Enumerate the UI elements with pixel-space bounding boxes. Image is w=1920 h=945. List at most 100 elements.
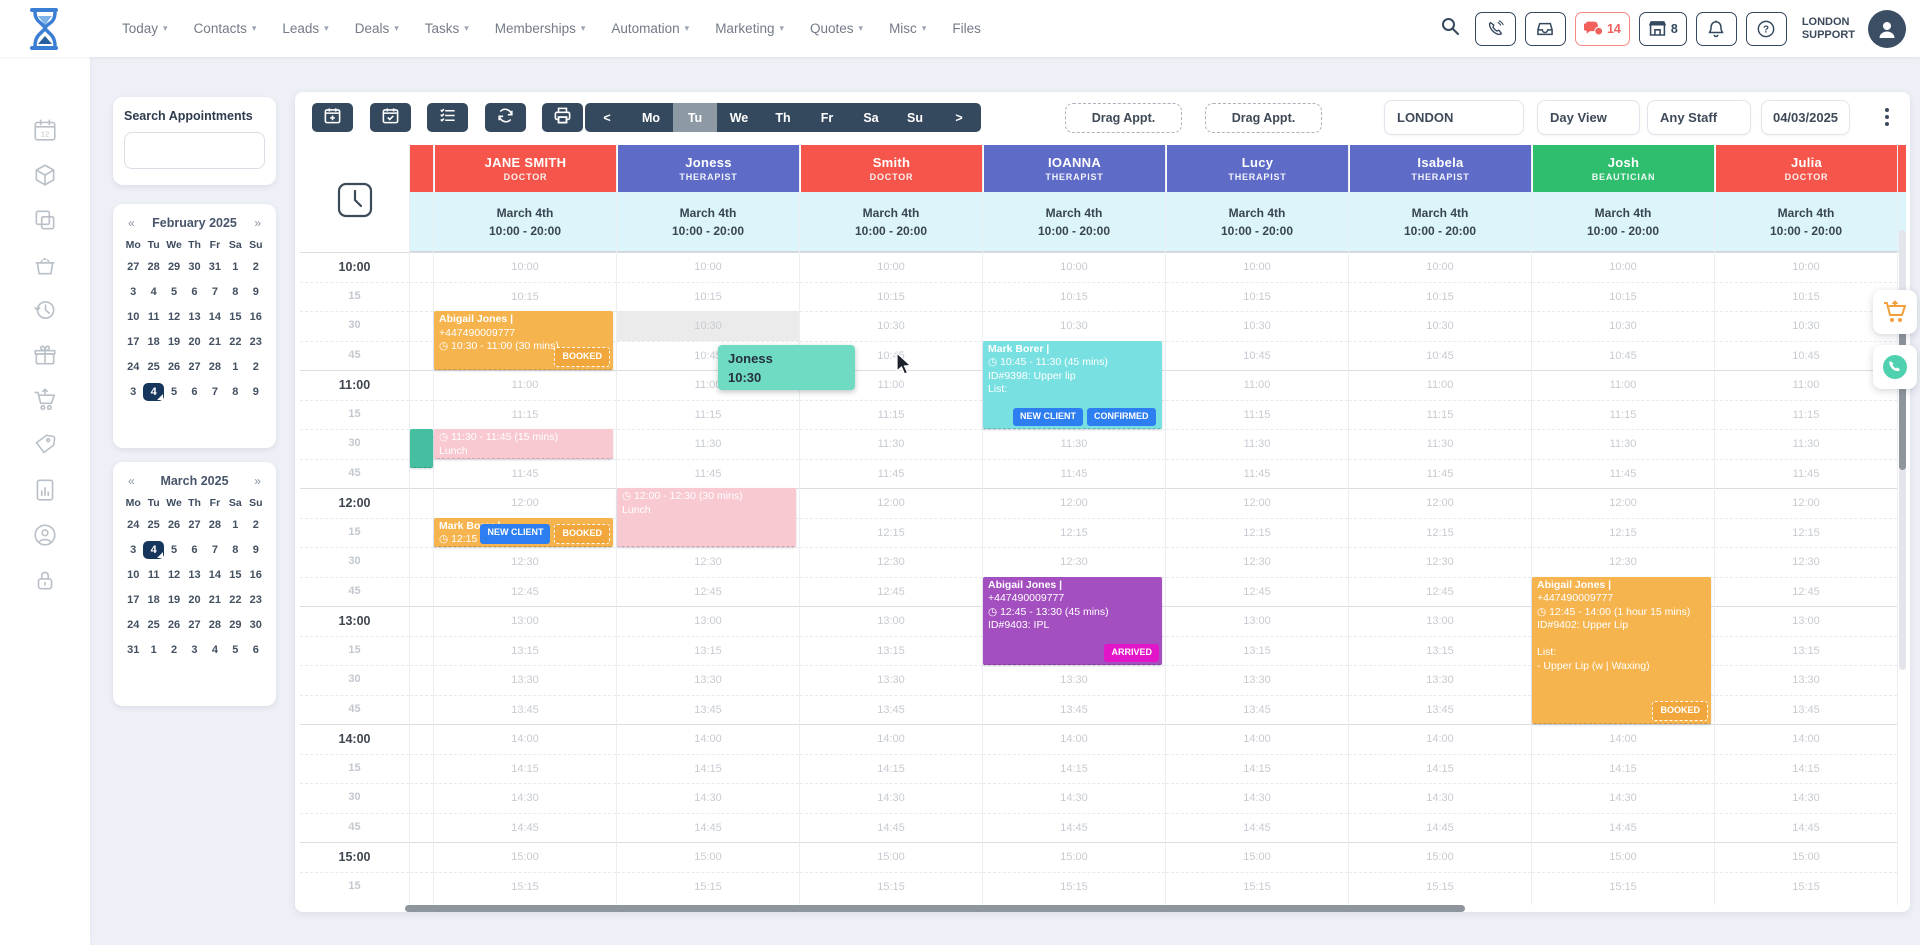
grid-cell-isabela-11:30[interactable]: 11:30 xyxy=(1349,429,1531,459)
grid-cell-josh-10:00[interactable]: 10:00 xyxy=(1532,252,1714,282)
calendar-day[interactable]: 26 xyxy=(167,619,181,631)
calendar-day[interactable]: 28 xyxy=(147,261,160,273)
grid-cell-jane-smith-14:00[interactable]: 14:00 xyxy=(434,724,616,754)
grid-cell-joness-11:15[interactable]: 11:15 xyxy=(617,399,799,430)
grid-cell-ioanna-11:45[interactable]: 11:45 xyxy=(983,458,1165,489)
calendar-day[interactable]: 20 xyxy=(188,594,201,606)
whatsapp-float-button[interactable] xyxy=(1873,345,1917,389)
grid-cell-josh-11:00[interactable]: 11:00 xyxy=(1532,370,1714,400)
grid-cell-ioanna-12:30[interactable]: 12:30 xyxy=(983,547,1165,577)
grid-cell-joness-14:15[interactable]: 14:15 xyxy=(617,753,799,784)
calendar-day[interactable]: 2 xyxy=(171,644,178,656)
grid-cell-josh-11:15[interactable]: 11:15 xyxy=(1532,399,1714,430)
basket-icon[interactable] xyxy=(27,247,63,283)
calendar-day[interactable]: 21 xyxy=(208,336,222,348)
grid-cell-isabela-10:45[interactable]: 10:45 xyxy=(1349,340,1531,371)
day-button-mo[interactable]: Mo xyxy=(629,103,673,132)
calendar-day[interactable]: 16 xyxy=(249,569,262,581)
grid-cell[interactable] xyxy=(410,340,433,371)
calendar-day[interactable]: 3 xyxy=(130,286,137,298)
calendar-day[interactable]: 1 xyxy=(232,519,239,531)
calendar-day[interactable]: 2 xyxy=(252,261,259,273)
calendar-day[interactable]: 16 xyxy=(249,311,262,323)
grid-cell-ioanna-14:00[interactable]: 14:00 xyxy=(983,724,1165,754)
grid-cell-ioanna-13:45[interactable]: 13:45 xyxy=(983,694,1165,725)
grid-cell-josh-14:15[interactable]: 14:15 xyxy=(1532,753,1714,784)
grid-cell-joness-13:30[interactable]: 13:30 xyxy=(617,665,799,695)
calendar-day[interactable]: 7 xyxy=(211,386,218,398)
search-icon[interactable] xyxy=(1440,16,1460,41)
grid-cell-lucy-14:00[interactable]: 14:00 xyxy=(1166,724,1348,754)
grid-cell-jane-smith-10:00[interactable]: 10:00 xyxy=(434,252,616,282)
calendar-day[interactable]: 27 xyxy=(188,619,201,631)
calendar-prev-arrow[interactable]: « xyxy=(128,474,135,488)
grid-cell-isabela-10:15[interactable]: 10:15 xyxy=(1349,281,1531,312)
calendar-day[interactable]: 5 xyxy=(171,544,178,556)
grid-cell-smith-13:45[interactable]: 13:45 xyxy=(800,694,982,725)
grid-cell-josh-15:15[interactable]: 15:15 xyxy=(1532,871,1714,902)
grid-cell-josh-10:30[interactable]: 10:30 xyxy=(1532,311,1714,341)
calendar-day[interactable]: 8 xyxy=(232,544,239,556)
calendar-day[interactable]: 14 xyxy=(208,311,222,323)
grid-cell-smith-12:45[interactable]: 12:45 xyxy=(800,576,982,607)
grid-cell-josh-11:30[interactable]: 11:30 xyxy=(1532,429,1714,459)
appointment-1200-col1[interactable]: ◷ 12:00 - 12:30 (30 mins) Lunch xyxy=(617,488,796,547)
calendar-next-arrow[interactable]: » xyxy=(254,474,261,488)
calendar-day[interactable]: 27 xyxy=(188,519,201,531)
grid-cell-lucy-13:00[interactable]: 13:00 xyxy=(1166,606,1348,636)
day-button-fr[interactable]: Fr xyxy=(805,103,849,132)
calendar-next-arrow[interactable]: » xyxy=(254,216,261,230)
staff-header[interactable]: IOANNA THERAPIST xyxy=(984,145,1165,192)
grid-cell-smith-10:15[interactable]: 10:15 xyxy=(800,281,982,312)
calendar-day[interactable]: 19 xyxy=(167,336,181,348)
grid-cell-ioanna-10:15[interactable]: 10:15 xyxy=(983,281,1165,312)
calendar-day[interactable]: 6 xyxy=(191,544,198,556)
calendar-day[interactable]: 1 xyxy=(232,261,239,273)
calendar-day[interactable]: 22 xyxy=(229,594,242,606)
app-logo-hourglass-icon[interactable] xyxy=(24,6,66,57)
grid-cell-joness-10:30[interactable]: 10:30 xyxy=(617,311,799,341)
grid-cell-julia-10:15[interactable]: 10:15 xyxy=(1715,281,1897,312)
calendar-day[interactable]: 1 xyxy=(232,361,239,373)
calendar-day[interactable]: 5 xyxy=(171,386,178,398)
search-appointments-input[interactable] xyxy=(124,132,265,169)
grid-cell-julia-12:00[interactable]: 12:00 xyxy=(1715,488,1897,518)
calendar-day[interactable]: 26 xyxy=(167,361,181,373)
calendar-day[interactable]: 9 xyxy=(252,286,259,298)
grid-cell-lucy-12:00[interactable]: 12:00 xyxy=(1166,488,1348,518)
staff-header[interactable]: Josh BEAUTICIAN xyxy=(1533,145,1714,192)
day-button-tu[interactable]: Tu xyxy=(673,103,717,132)
calendar-day[interactable]: 31 xyxy=(208,261,222,273)
grid-cell-julia-14:15[interactable]: 14:15 xyxy=(1715,753,1897,784)
calendar-day[interactable]: 15 xyxy=(229,311,242,323)
grid-cell-isabela-12:45[interactable]: 12:45 xyxy=(1349,576,1531,607)
grid-cell-smith-15:00[interactable]: 15:00 xyxy=(800,842,982,872)
staff-header[interactable]: Joness THERAPIST xyxy=(618,145,799,192)
grid-cell-julia-15:15[interactable]: 15:15 xyxy=(1715,871,1897,902)
grid-cell-joness-14:45[interactable]: 14:45 xyxy=(617,812,799,843)
grid-cell-isabela-10:00[interactable]: 10:00 xyxy=(1349,252,1531,282)
calendar-day[interactable]: 10 xyxy=(127,311,140,323)
nav-item-today[interactable]: Today ▾ xyxy=(122,21,168,36)
appointment-1215-col0[interactable]: Mark Borer | ◷ 12:15 - NEW CLIENT BOOKED xyxy=(434,517,613,547)
printer-button[interactable] xyxy=(542,103,583,132)
grid-cell-julia-10:30[interactable]: 10:30 xyxy=(1715,311,1897,341)
grid-cell[interactable] xyxy=(410,399,433,430)
grid-cell-joness-15:00[interactable]: 15:00 xyxy=(617,842,799,872)
tag-icon[interactable] xyxy=(27,427,63,463)
grid-cell-ioanna-10:00[interactable]: 10:00 xyxy=(983,252,1165,282)
calendar-day[interactable]: 12 xyxy=(167,311,181,323)
date-picker[interactable]: 04/03/2025 xyxy=(1761,100,1850,135)
calendar-day[interactable]: 28 xyxy=(208,619,222,631)
grid-cell-julia-13:00[interactable]: 13:00 xyxy=(1715,606,1897,636)
calendar-day[interactable]: 3 xyxy=(191,644,198,656)
calendar-day[interactable]: 20 xyxy=(188,336,201,348)
nav-item-marketing[interactable]: Marketing ▾ xyxy=(715,21,784,36)
grid-cell-smith-11:45[interactable]: 11:45 xyxy=(800,458,982,489)
grid-cell-smith-11:00[interactable]: 11:00 xyxy=(800,370,982,400)
calendar-day[interactable]: 28 xyxy=(208,361,222,373)
history-icon[interactable] xyxy=(27,292,63,328)
grid-cell-lucy-15:00[interactable]: 15:00 xyxy=(1166,842,1348,872)
nav-item-quotes[interactable]: Quotes ▾ xyxy=(810,21,864,36)
staff-header[interactable]: JANE SMITH DOCTOR xyxy=(435,145,616,192)
